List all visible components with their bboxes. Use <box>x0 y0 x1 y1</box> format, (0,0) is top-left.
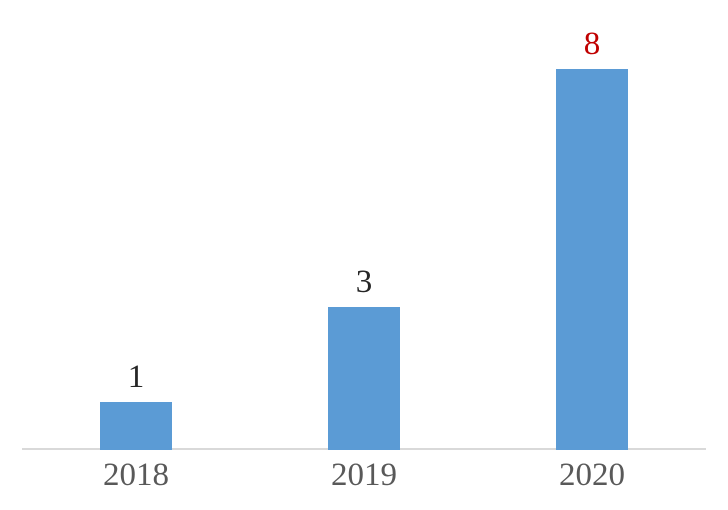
x-axis-label-2018: 2018 <box>103 457 169 493</box>
x-axis-label-2020: 2020 <box>559 457 625 493</box>
data-label-2019: 3 <box>355 264 373 300</box>
data-label-2020: 8 <box>583 26 601 62</box>
bar-2018 <box>100 402 172 450</box>
bar-2020 <box>556 69 628 450</box>
x-axis-label-2019: 2019 <box>331 457 397 493</box>
bar-2019 <box>328 307 400 450</box>
x-axis-labels: 2018 2019 2020 <box>0 459 728 499</box>
data-label-2018: 1 <box>127 359 145 395</box>
